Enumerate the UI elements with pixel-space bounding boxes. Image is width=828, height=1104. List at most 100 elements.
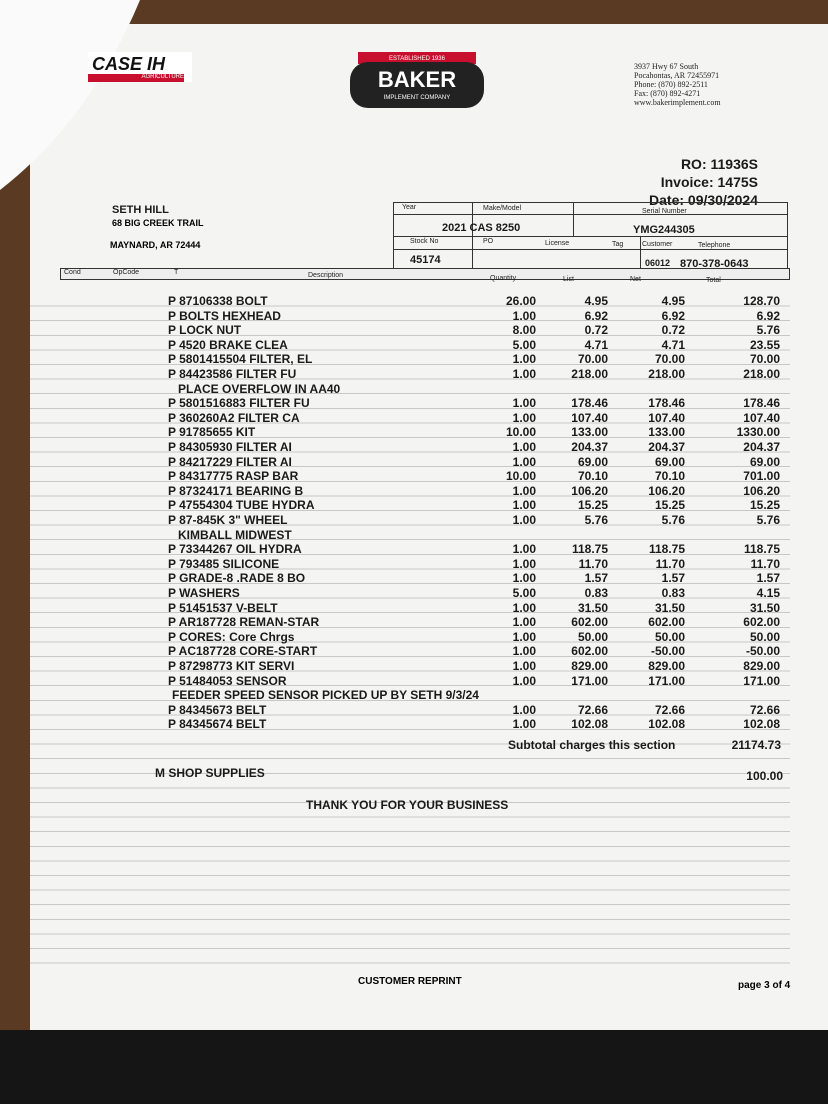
quantity: 1.00	[512, 571, 536, 586]
line-total: 1.57	[756, 571, 780, 586]
net-price: 31.50	[654, 600, 685, 615]
net-price: 178.46	[648, 396, 685, 411]
line-total: 23.55	[749, 337, 780, 352]
list-price: 4.71	[584, 337, 608, 352]
label: Serial Number	[642, 208, 687, 215]
telephone: 870-378-0643	[680, 258, 749, 270]
line-description: P GRADE-8 .RADE 8 BO	[168, 571, 306, 586]
baker-est: ESTABLISHED 1936	[389, 56, 446, 62]
net-price: -50.00	[650, 644, 685, 659]
line-total: 6.92	[756, 308, 780, 323]
net-price: 602.00	[648, 615, 685, 630]
line-description: P 84345673 BELT	[168, 702, 267, 717]
line-total: 69.00	[749, 454, 780, 469]
net-price: 5.76	[661, 513, 685, 527]
quantity: 1.00	[512, 308, 536, 323]
line-description: P 5801415504 FILTER, EL	[168, 352, 313, 367]
line-description: P 84317775 RASP BAR	[168, 469, 299, 484]
line-total: -50.00	[745, 644, 780, 659]
net-price: 0.72	[661, 323, 685, 338]
address-line: Phone: (870) 892-2511	[634, 80, 708, 89]
net-price: 102.08	[648, 717, 685, 732]
net-price: 118.75	[648, 542, 685, 557]
list-price: 0.83	[584, 586, 608, 600]
quantity: 8.00	[512, 323, 536, 338]
subtotal-total: 21174.73	[731, 738, 781, 752]
column-header: Net	[630, 276, 641, 283]
label: PO	[483, 238, 494, 245]
line-total: 5.76	[756, 323, 780, 338]
line-total: 1330.00	[736, 425, 780, 440]
label: Telephone	[698, 242, 731, 249]
label: License	[545, 240, 570, 247]
case-logo: CASE IH AGRICULTURE	[88, 52, 192, 82]
divider	[472, 202, 473, 272]
list-price: 50.00	[577, 629, 608, 644]
net-price: 15.25	[654, 498, 685, 513]
list-price: 218.00	[571, 367, 608, 381]
line-description: P 47554304 TUBE HYDRA	[168, 498, 315, 513]
column-header: T	[174, 269, 179, 276]
line-total: 11.70	[750, 556, 780, 571]
column-header: Quantity	[490, 275, 517, 282]
quantity: 1.00	[512, 498, 536, 513]
line-description: P CORES: Core Chrgs	[168, 629, 295, 644]
net-price: 4.71	[661, 337, 685, 352]
ro: RO: 11936S	[680, 156, 758, 172]
quantity: 1.00	[512, 352, 536, 367]
baker-logo: ESTABLISHED 1936 BAKER IMPLEMENT COMPANY	[350, 52, 484, 108]
curled-sheet	[0, 0, 140, 190]
net-price: 1.57	[661, 571, 685, 586]
column-header-bar	[60, 268, 790, 280]
address-line: Pocahontas, AR 72455971	[634, 71, 720, 80]
line-description: P BOLTS HEXHEAD	[168, 308, 281, 323]
label: Stock No	[410, 238, 439, 245]
net-price: 204.37	[648, 440, 685, 454]
quantity: 1.00	[512, 410, 536, 425]
list-price: 70.00	[577, 352, 608, 367]
line-note: KIMBALL MIDWEST	[178, 527, 292, 542]
net-price: 133.00	[648, 425, 685, 440]
line-total: 102.08	[743, 717, 780, 732]
line-total: 50.00	[749, 629, 780, 644]
line-total: 701.00	[743, 469, 780, 484]
baker-name: BAKER	[378, 67, 456, 92]
net-price: 4.95	[661, 294, 685, 308]
list-price: 602.00	[571, 615, 608, 630]
line-description: P 87-845K 3" WHEEL	[168, 513, 288, 527]
invoice-info: RO: 11936S Invoice: 1475S Date: 09/30/20…	[649, 155, 758, 209]
line-description: P 73344267 OIL HYDRA	[168, 542, 302, 557]
line-description: P 5801516883 FILTER FU	[168, 396, 310, 411]
line-description: P 87106338 BOLT	[168, 294, 268, 308]
invoice-number: Invoice: 1475S	[660, 174, 758, 190]
net-price: 6.92	[661, 308, 685, 323]
net-price: 11.70	[655, 556, 685, 571]
quantity: 5.00	[512, 586, 536, 600]
net-price: 829.00	[648, 659, 685, 673]
line-total: 178.46	[743, 396, 780, 411]
quantity: 1.00	[512, 396, 536, 411]
shop-supplies: M SHOP SUPPLIES	[155, 766, 265, 780]
date: Date: 09/30/2024	[649, 192, 758, 208]
quantity: 1.00	[512, 440, 536, 454]
quantity: 1.00	[512, 513, 536, 527]
quantity: 1.00	[512, 483, 536, 498]
list-price: 6.92	[584, 308, 608, 323]
serial: YMG244305	[633, 224, 695, 236]
net-price: 70.10	[654, 469, 685, 484]
net-price: 50.00	[654, 629, 685, 644]
quantity: 10.00	[505, 425, 536, 440]
line-description: P AC187728 CORE-START	[168, 644, 318, 659]
divider	[393, 214, 788, 215]
quantity: 1.00	[512, 673, 536, 688]
label: Tag	[612, 241, 624, 248]
divider	[640, 236, 641, 272]
page-number: page 3 of 4	[738, 980, 791, 991]
line-total: 31.50	[749, 600, 780, 615]
case-logo-text: CASE IH	[92, 54, 166, 74]
quantity: 1.00	[512, 556, 536, 571]
net-price: 69.00	[654, 454, 685, 469]
line-description: P WASHERS	[168, 586, 240, 600]
net-price: 106.20	[648, 483, 685, 498]
column-header: OpCode	[113, 269, 140, 276]
